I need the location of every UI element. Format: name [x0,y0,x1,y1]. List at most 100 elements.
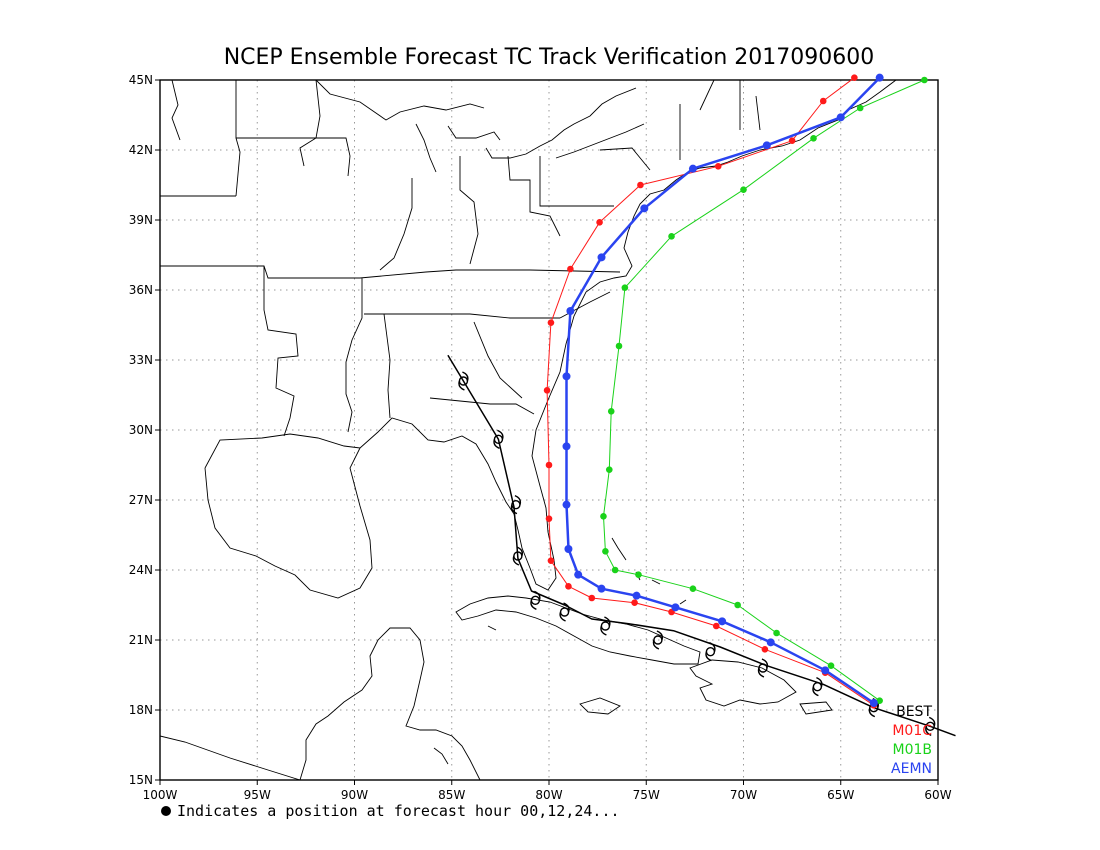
track-m01c [543,74,878,709]
y-tick-label: 21N [129,633,153,647]
x-tick-label: 70W [730,788,757,802]
forecast-point [632,591,641,600]
hurricane-symbol-center [925,721,935,732]
forecast-point [689,585,697,592]
forecast-point [566,307,575,315]
footnote-dot-icon [161,806,171,816]
y-tick-label: 39N [129,213,153,227]
forecast-point [597,253,606,262]
north-america-coastline [160,80,897,780]
forecast-point [712,622,720,630]
track-line-best [447,354,956,737]
forecast-point [562,372,571,381]
forecast-point [714,163,722,170]
forecast-point [875,73,884,82]
forecast-point [836,113,845,122]
track-line-m01b [603,79,925,702]
hurricane-symbol-icon [757,658,769,678]
x-tick-label: 60W [924,788,951,802]
forecast-point [762,141,771,150]
forecast-point [856,104,864,112]
forecast-point [564,545,573,553]
legend-entry-best: BEST [896,704,932,720]
forecast-point [821,666,830,675]
forecast-point [637,181,644,189]
track-line-m01c [546,77,875,706]
y-tick-label: 45N [129,73,153,87]
forecast-point [543,387,551,394]
x-tick-label: 95W [244,788,271,802]
legend: BEST M01C M01B AEMN [891,704,932,777]
y-tick-label: 30N [129,423,153,437]
x-tick-label: 65W [827,788,854,802]
forecast-point [851,74,858,81]
hurricane-symbol-center [493,434,504,445]
forecast-point [773,629,780,637]
forecast-point [921,76,928,84]
track-aemn [562,73,884,707]
central-america-coastline [299,627,481,780]
forecast-point [734,601,741,609]
forecast-point [547,557,555,564]
forecast-point [615,342,623,350]
forecast-point [766,638,775,647]
basemap [160,80,897,780]
forecast-point [602,548,609,555]
forecast-point [611,566,619,574]
forecast-point [740,186,747,193]
hurricane-symbol-center [812,681,823,692]
forecast-point [565,583,572,590]
state-borders [160,80,761,437]
forecast-point [827,662,835,669]
forecast-point [562,442,571,451]
forecast-point [631,599,638,606]
forecast-point [547,319,555,326]
axes: 100W 95W 90W 85W 80W 75W 70W 65W 60W 15N 18N 21N 24N… [129,73,952,802]
forecast-point [545,461,553,469]
y-tick-label: 36N [129,283,153,297]
forecast-point [605,466,613,473]
hurricane-symbol-icon [652,630,664,650]
tracks [447,73,956,737]
puerto-rico-coastline [799,701,833,715]
y-tick-label: 33N [129,353,153,367]
forecast-point [567,265,574,273]
x-tick-label: 85W [438,788,465,802]
forecast-point [596,219,603,226]
forecast-point [597,584,606,593]
legend-entry-m01c: M01C [892,723,932,739]
footnote: Indicates a position at forecast hour 00… [161,802,620,820]
hurricane-symbol-center [511,499,521,510]
forecast-point [545,515,553,522]
forecast-point [671,603,680,612]
cuba-coastline [455,595,701,665]
forecast-point [819,97,827,105]
forecast-point [640,204,649,213]
x-tick-label: 75W [633,788,660,802]
footnote-text: Indicates a position at forecast hour 00… [177,802,620,820]
y-tick-label: 18N [129,703,153,717]
forecast-point [607,408,615,415]
grid-lines [160,80,938,780]
x-tick-label: 80W [535,788,562,802]
forecast-point [574,570,583,579]
chart-title: NCEP Ensemble Forecast TC Track Verifica… [224,45,875,70]
hurricane-symbol-center [705,646,716,657]
x-tick-label: 100W [143,788,178,802]
forecast-point [562,500,571,509]
forecast-point [621,284,629,291]
hurricane-symbol-icon [705,642,716,662]
hurricane-symbol-center [653,635,663,645]
forecast-point [810,135,817,142]
great-lakes [315,80,645,173]
hurricane-symbol-icon [812,677,823,697]
y-tick-label: 24N [129,563,153,577]
forecast-point [718,617,727,626]
hurricane-symbol-center [559,607,570,617]
y-tick-label: 15N [129,773,153,787]
hurricane-symbol-center [458,376,469,386]
x-tick-label: 90W [341,788,368,802]
forecast-point [688,164,697,173]
forecast-point [761,646,769,653]
